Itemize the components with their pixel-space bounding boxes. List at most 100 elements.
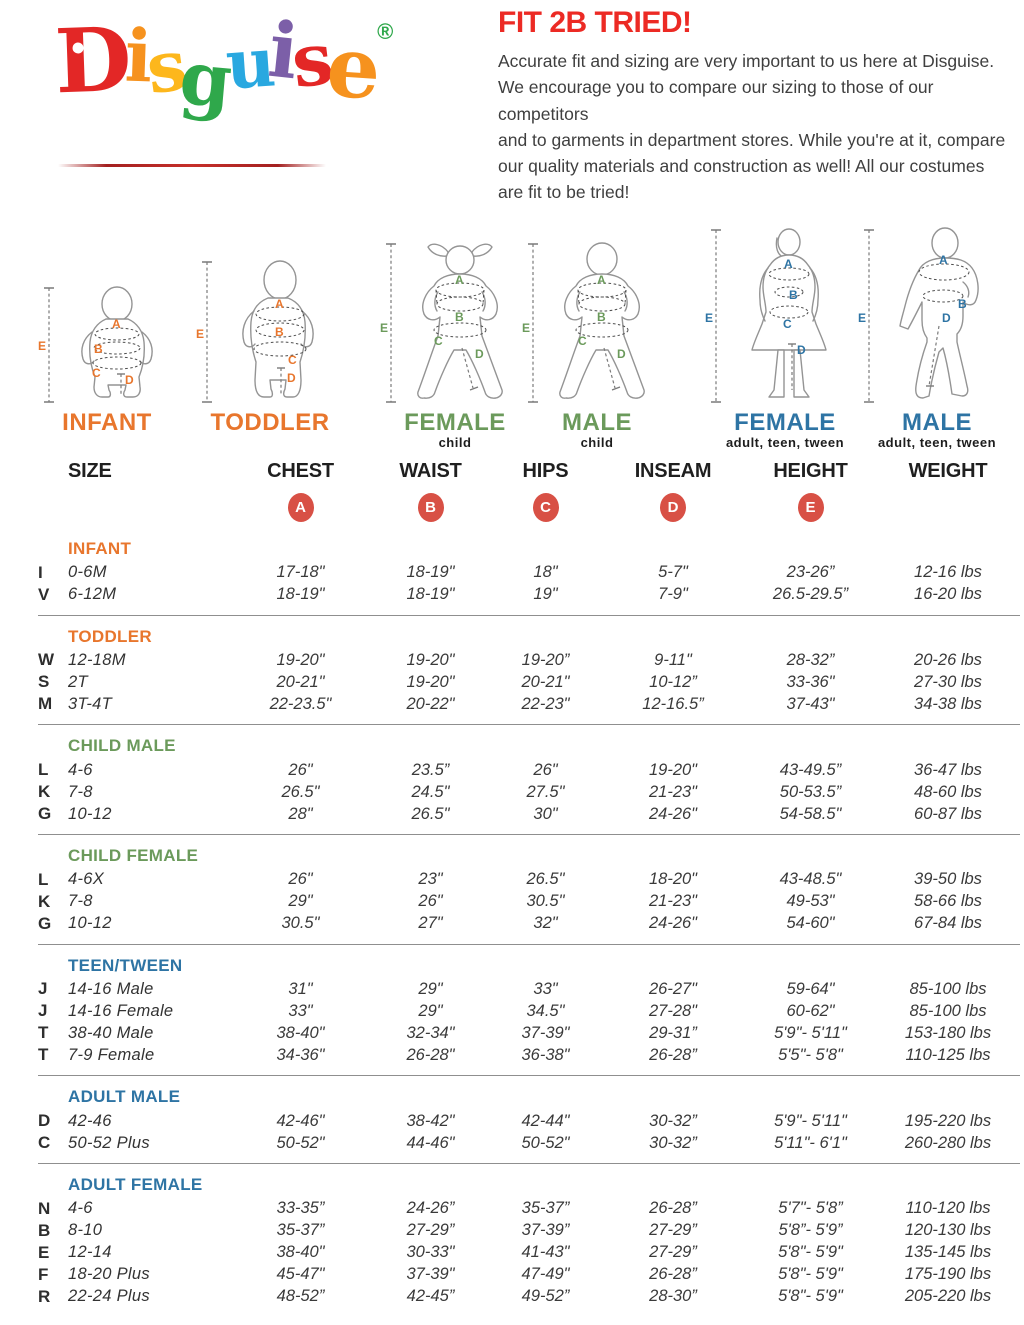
cell-hips: 50-52" xyxy=(521,1133,570,1152)
cell-weight: 195-220 lbs xyxy=(904,1111,992,1130)
section-separator xyxy=(38,724,1020,726)
cell-waist: 26.5" xyxy=(411,804,450,823)
table-row: S 2T 20-21" 19-20" 20-21" 10-12” 33-36" 27-30 l… xyxy=(38,671,1020,693)
intro-line: Accurate fit and sizing are very importa… xyxy=(498,51,995,71)
cell-height: 5'8"- 5'9" xyxy=(778,1265,843,1284)
female-child-illustration: A B C D E xyxy=(380,243,503,403)
cell-size: 42-46 xyxy=(68,1111,112,1130)
cell-height: 60-62" xyxy=(786,1001,835,1020)
section-header-teen-tween: TEEN/TWEEN xyxy=(68,955,183,975)
figure-female-adult: A B C D E FEMALE adult, teen, tween xyxy=(705,210,865,449)
figure-sublabel: adult, teen, tween xyxy=(725,435,845,451)
measure-letter: A xyxy=(939,253,948,267)
table-row: J 14-16 Female 33" 29" 34.5" 27-28" 60-62" 85-1… xyxy=(38,1000,1020,1022)
cell-hips: 36-38" xyxy=(521,1045,570,1064)
cell-inseam: 27-29” xyxy=(649,1243,697,1262)
col-header-hips: HIPS xyxy=(522,459,569,482)
cell-inseam: 18-20" xyxy=(648,870,698,889)
row-letter: J xyxy=(38,1001,48,1021)
cell-waist: 27" xyxy=(418,914,443,933)
cell-chest: 29" xyxy=(288,892,313,911)
measure-letter: C xyxy=(434,334,443,348)
cell-inseam: 30-32” xyxy=(649,1133,697,1152)
row-letter: M xyxy=(38,694,53,714)
cell-size: 50-52 Plus xyxy=(68,1133,150,1152)
cell-size: 22-24 Plus xyxy=(68,1287,150,1306)
badge-c: C xyxy=(532,492,559,522)
cell-waist: 18-19" xyxy=(406,585,455,604)
measure-letter: D xyxy=(617,347,626,361)
figure-sublabel: child xyxy=(580,435,614,451)
male-adult-illustration: A B D E xyxy=(858,227,979,403)
section-separator xyxy=(38,1163,1020,1165)
cell-hips: 42-44" xyxy=(521,1111,570,1130)
badge-d: D xyxy=(660,492,686,522)
cell-chest: 34-36" xyxy=(276,1045,325,1064)
measure-letter: A xyxy=(784,257,793,271)
cell-waist: 24-26” xyxy=(406,1199,455,1218)
female-adult-illustration: A B C D E xyxy=(705,228,827,403)
cell-inseam: 24-26" xyxy=(648,914,698,933)
cell-chest: 17-18" xyxy=(276,563,325,582)
cell-hips: 26" xyxy=(533,760,558,779)
row-letter: K xyxy=(38,891,51,911)
col-header-height: HEIGHT xyxy=(773,459,848,482)
cell-weight: 39-50 lbs xyxy=(914,870,982,889)
badge-e: E xyxy=(797,492,824,522)
disguise-logo-text: Disguise® xyxy=(53,5,488,125)
cell-hips: 33" xyxy=(533,979,558,998)
cell-chest: 19-20" xyxy=(276,650,325,669)
table-row: R 22-24 Plus 48-52” 42-45” 49-52” 28-30” 5'8"-… xyxy=(38,1286,1020,1308)
section-header-infant: INFANT xyxy=(68,539,132,558)
cell-height: 5'7"- 5'8” xyxy=(778,1199,843,1218)
cell-chest: 45-47" xyxy=(276,1265,325,1284)
figure-male-child: A B C D E MALE child xyxy=(522,210,672,449)
measure-letter: D xyxy=(125,373,134,387)
cell-weight: 85-100 lbs xyxy=(909,1001,987,1020)
measure-letter: D xyxy=(797,343,806,357)
col-header-inseam: INSEAM xyxy=(634,459,712,482)
cell-size: 38-40 Male xyxy=(68,1023,154,1042)
row-letter: S xyxy=(38,672,50,692)
table-sections: INFANT I 0-6M 17-18" 18-19" 18" 5-7" 23-26” 12-1… xyxy=(38,539,1020,1308)
cell-inseam: 26-28” xyxy=(649,1199,697,1218)
cell-waist: 27-29” xyxy=(406,1221,455,1240)
row-letter: T xyxy=(38,1045,49,1065)
cell-hips: 32" xyxy=(533,914,558,933)
measure-letter: A xyxy=(112,317,121,331)
figure-sublabel: child xyxy=(438,435,472,451)
cell-waist: 29" xyxy=(418,979,443,998)
row-letter: I xyxy=(38,562,43,582)
cell-waist: 37-39" xyxy=(406,1265,455,1284)
cell-waist: 44-46" xyxy=(406,1133,455,1152)
cell-hips: 37-39" xyxy=(521,1023,570,1042)
table-row: J 14-16 Male 31" 29" 33" 26-27" 59-64" 85-100 l… xyxy=(38,978,1020,1000)
cell-chest: 31" xyxy=(288,979,313,998)
cell-chest: 42-46" xyxy=(276,1111,325,1130)
section-separator xyxy=(38,614,1020,616)
measure-letter: E xyxy=(858,311,866,325)
measure-letter: D xyxy=(287,371,296,385)
figure-label: TODDLER xyxy=(210,409,330,436)
cell-waist: 24.5" xyxy=(411,782,450,801)
badge-a: A xyxy=(287,492,314,522)
cell-size: 7-8 xyxy=(68,892,93,911)
cell-hips: 35-37” xyxy=(521,1199,570,1218)
infant-illustration: A B C D E xyxy=(38,286,153,403)
cell-weight: 260-280 lbs xyxy=(904,1133,992,1152)
disguise-logo: Disguise® xyxy=(53,5,488,193)
col-header-weight: WEIGHT xyxy=(908,459,988,482)
cell-waist: 32-34" xyxy=(406,1023,455,1042)
cell-chest: 26" xyxy=(288,760,313,779)
measure-letter: B xyxy=(597,310,606,324)
cell-inseam: 26-27" xyxy=(648,979,698,998)
row-letter: G xyxy=(38,913,52,933)
cell-weight: 60-87 lbs xyxy=(914,804,982,823)
cell-size: 7-9 Female xyxy=(68,1045,155,1064)
cell-size: 7-8 xyxy=(68,782,93,801)
cell-inseam: 28-30” xyxy=(649,1287,697,1306)
cell-inseam: 5-7" xyxy=(658,563,688,582)
cell-waist: 38-42" xyxy=(406,1111,455,1130)
table-row: T 38-40 Male 38-40" 32-34" 37-39" 29-31” 5'9"-… xyxy=(38,1022,1020,1044)
